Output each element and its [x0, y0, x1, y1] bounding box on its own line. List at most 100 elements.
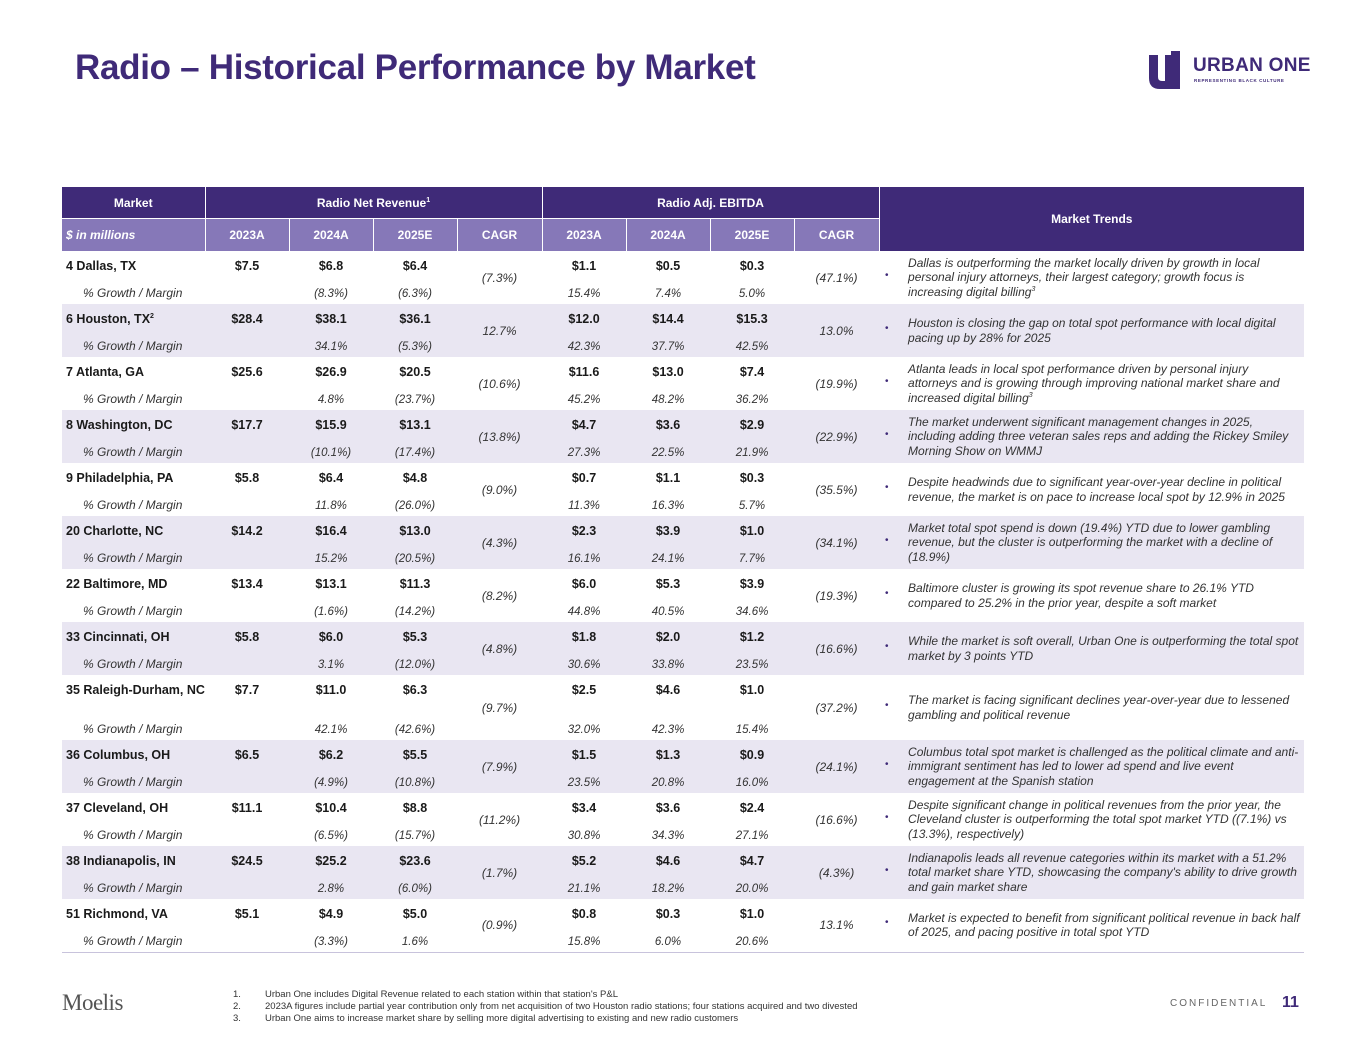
market-trend: • Indianapolis leads all revenue categori…	[879, 846, 1305, 899]
table-row: 37 Cleveland, OH % Growth / Margin $11.1 $1…	[62, 793, 1304, 846]
ebitda-margin: 27.1%	[735, 830, 769, 842]
revenue-growth: (8.3%)	[314, 288, 348, 300]
market-trend: • While the market is soft overall, Urban…	[879, 622, 1305, 675]
revenue-value: $26.9	[315, 365, 347, 379]
ebitda-value: $0.7	[571, 471, 597, 485]
trend-text: While the market is soft overall, Urban …	[908, 634, 1299, 663]
revenue-value: $17.7	[231, 418, 263, 432]
ebitda-cell: $0.7 11.3%	[542, 463, 626, 516]
units-label: $ in millions	[62, 218, 206, 251]
growth-margin-label: % Growth / Margin	[83, 828, 183, 842]
ebitda-margin: 36.2%	[735, 394, 769, 406]
cagr-header: CAGR	[794, 218, 880, 251]
revenue-cagr: 12.7%	[457, 304, 543, 357]
urban-one-logo: URBAN ONE REPRESENTING BLACK CULTURE	[1147, 49, 1310, 89]
ebitda-value: $3.9	[655, 524, 681, 538]
growth-margin-label: % Growth / Margin	[83, 286, 183, 300]
ebitda-cell: $14.4 37.7%	[626, 304, 711, 357]
revenue-value: $11.0	[315, 683, 347, 697]
ebitda-value: $2.5	[571, 683, 597, 697]
trend-text: Columbus total spot market is challenged…	[908, 744, 1299, 788]
ebitda-value: $0.9	[739, 748, 765, 762]
revenue-growth: 3.1%	[317, 659, 345, 671]
ebitda-cell: $1.3 20.8%	[626, 740, 711, 793]
year-header: 2023A	[542, 218, 627, 251]
year-header: 2025E	[373, 218, 458, 251]
ebitda-margin: 7.7%	[738, 553, 766, 565]
year-header: 2024A	[289, 218, 374, 251]
ebitda-value: $1.0	[739, 524, 765, 538]
revenue-cell: $28.4	[205, 304, 289, 357]
market-name: 20 Charlotte, NC	[66, 524, 164, 538]
ebitda-value: $1.1	[571, 259, 597, 273]
revenue-growth: (14.2%)	[394, 606, 436, 618]
revenue-cagr: (7.3%)	[481, 270, 518, 285]
growth-margin-label: % Growth / Margin	[83, 392, 183, 406]
ebitda-cagr: (4.3%)	[794, 846, 880, 899]
revenue-value: $13.4	[231, 577, 263, 591]
ebitda-cell: $0.5 7.4%	[626, 251, 710, 304]
revenue-value: $5.8	[234, 471, 260, 485]
growth-margin-label: % Growth / Margin	[83, 881, 183, 895]
ebitda-margin: 40.5%	[651, 606, 685, 618]
cagr-header: CAGR	[457, 218, 543, 251]
ebitda-cagr: 13.0%	[794, 304, 880, 357]
ebitda-margin: 16.1%	[567, 553, 601, 565]
ebitda-cagr: (16.6%)	[815, 812, 858, 827]
market-name: 36 Columbus, OH	[66, 748, 171, 762]
ebitda-value: $0.3	[739, 471, 765, 485]
ebitda-value: $5.2	[571, 854, 597, 868]
footnote: 3. Urban One aims to increase market shar…	[233, 1013, 739, 1024]
revenue-cell: $13.1 (1.6%)	[289, 569, 373, 622]
revenue-cell: $5.3 (12.0%)	[373, 622, 457, 675]
market-name: 8 Washington, DC	[66, 418, 173, 432]
revenue-cell: $24.5	[205, 846, 289, 899]
ebitda-margin: 24.1%	[651, 553, 685, 565]
ebitda-value: $1.8	[571, 630, 597, 644]
ebitda-cell: $2.4 27.1%	[710, 793, 794, 846]
revenue-cell: $4.8 (26.0%)	[373, 463, 457, 516]
ebitda-cell: $4.6 18.2%	[626, 846, 711, 899]
market-cell: 33 Cincinnati, OH % Growth / Margin	[62, 622, 205, 675]
market-name: 37 Cleveland, OH	[66, 801, 169, 815]
revenue-value: $25.6	[231, 365, 263, 379]
revenue-growth: 2.8%	[317, 883, 345, 895]
revenue-cell: $13.0 (20.5%)	[373, 516, 457, 569]
market-trend: • Houston is closing the gap on total spo…	[879, 304, 1305, 357]
revenue-value: $10.4	[315, 801, 347, 815]
ebitda-cagr: (35.5%)	[815, 482, 858, 497]
bullet-icon: •	[885, 587, 889, 599]
revenue-value: $5.0	[402, 907, 428, 921]
revenue-growth: (3.3%)	[314, 935, 348, 948]
ebitda-value: $14.4	[652, 312, 684, 326]
revenue-value: $14.2	[231, 524, 263, 538]
revenue-growth: (20.5%)	[394, 553, 436, 565]
ebitda-value: $1.1	[655, 471, 681, 485]
ebitda-value: $2.0	[655, 630, 681, 644]
bullet-icon: •	[885, 758, 889, 770]
ebitda-value: $2.9	[739, 418, 765, 432]
table-row: 36 Columbus, OH % Growth / Margin $6.5 $6.2…	[62, 740, 1305, 793]
revenue-cell: $11.1	[205, 793, 289, 846]
revenue-growth: 4.8%	[317, 394, 345, 406]
revenue-value: $6.2	[318, 748, 344, 762]
revenue-cagr: (10.6%)	[478, 376, 521, 391]
market-cell: 4 Dallas, TX % Growth / Margin	[62, 251, 205, 304]
market-cell: 37 Cleveland, OH % Growth / Margin	[62, 793, 205, 846]
ebitda-margin: 33.8%	[651, 659, 685, 671]
ebitda-cell: $6.0 44.8%	[542, 569, 626, 622]
growth-margin-label: % Growth / Margin	[83, 551, 183, 565]
ebitda-group-header: Radio Adj. EBITDA	[542, 187, 880, 219]
market-name: 6 Houston, TX	[66, 312, 151, 326]
ebitda-cell: $2.9 21.9%	[710, 410, 795, 463]
revenue-growth: (26.0%)	[394, 500, 436, 512]
revenue-growth: (10.1%)	[310, 447, 352, 459]
ebitda-cell: $2.0 33.8%	[626, 622, 711, 675]
revenue-growth: (15.7%)	[394, 830, 436, 842]
revenue-cell: $25.6	[205, 357, 289, 410]
table-row: 6 Houston, TX2% Growth / Margin $28.4 $38.…	[62, 304, 1305, 357]
ebitda-margin: 37.7%	[651, 341, 685, 353]
revenue-growth: (4.9%)	[314, 777, 348, 789]
market-name: 22 Baltimore, MD	[66, 577, 168, 591]
ebitda-margin: 22.5%	[651, 447, 685, 459]
